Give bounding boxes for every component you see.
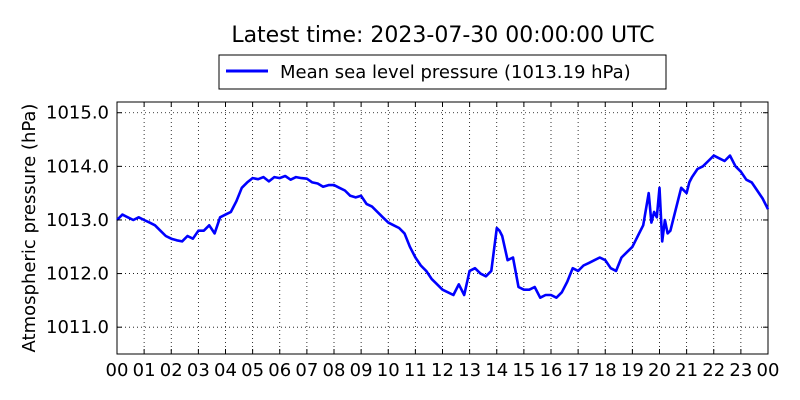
y-axis: 1011.0 1012.0 1013.0 1014.0 1015.0 (46, 103, 768, 338)
grid (117, 102, 768, 354)
x-tick-label: 16 (540, 360, 563, 381)
legend-series-label: Mean sea level pressure (1013.19 hPa) (280, 62, 631, 83)
chart-title: Latest time: 2023-07-30 00:00:00 UTC (231, 23, 654, 48)
x-tick-label: 05 (241, 360, 264, 381)
x-tick-label: 07 (295, 360, 318, 381)
x-tick-label: 03 (187, 360, 210, 381)
y-tick-label: 1014.0 (46, 156, 109, 177)
x-tick-label: 00 (757, 360, 780, 381)
y-tick-label: 1012.0 (46, 264, 109, 285)
x-tick-label: 04 (214, 360, 237, 381)
y-tick-label: 1013.0 (46, 210, 109, 231)
x-tick-label: 00 (106, 360, 129, 381)
x-tick-label: 19 (621, 360, 644, 381)
x-tick-label: 22 (702, 360, 725, 381)
series-line-mslp (116, 154, 770, 299)
y-tick-label: 1011.0 (46, 317, 109, 338)
x-axis: 00 01 02 03 04 05 06 07 08 09 10 11 12 13 14 15 16 17 18 19… (106, 102, 780, 381)
y-axis-label: Atmospheric pressure (hPa) (19, 104, 40, 353)
x-tick-label: 09 (350, 360, 373, 381)
x-tick-label: 14 (485, 360, 508, 381)
x-tick-label: 06 (268, 360, 291, 381)
x-tick-label: 12 (431, 360, 454, 381)
y-tick-label: 1015.0 (46, 103, 109, 124)
x-tick-label: 11 (404, 360, 427, 381)
x-tick-label: 02 (160, 360, 183, 381)
x-tick-label: 10 (377, 360, 400, 381)
x-tick-label: 17 (567, 360, 590, 381)
x-tick-label: 20 (648, 360, 671, 381)
series-layer (116, 154, 770, 299)
x-tick-label: 08 (323, 360, 346, 381)
legend-box (218, 54, 667, 90)
x-tick-label: 15 (512, 360, 535, 381)
legend: Mean sea level pressure (1013.19 hPa) (218, 54, 667, 90)
x-tick-label: 01 (133, 360, 156, 381)
x-tick-label: 21 (675, 360, 698, 381)
x-tick-label: 13 (458, 360, 481, 381)
x-tick-label: 23 (729, 360, 752, 381)
x-tick-label: 18 (594, 360, 617, 381)
